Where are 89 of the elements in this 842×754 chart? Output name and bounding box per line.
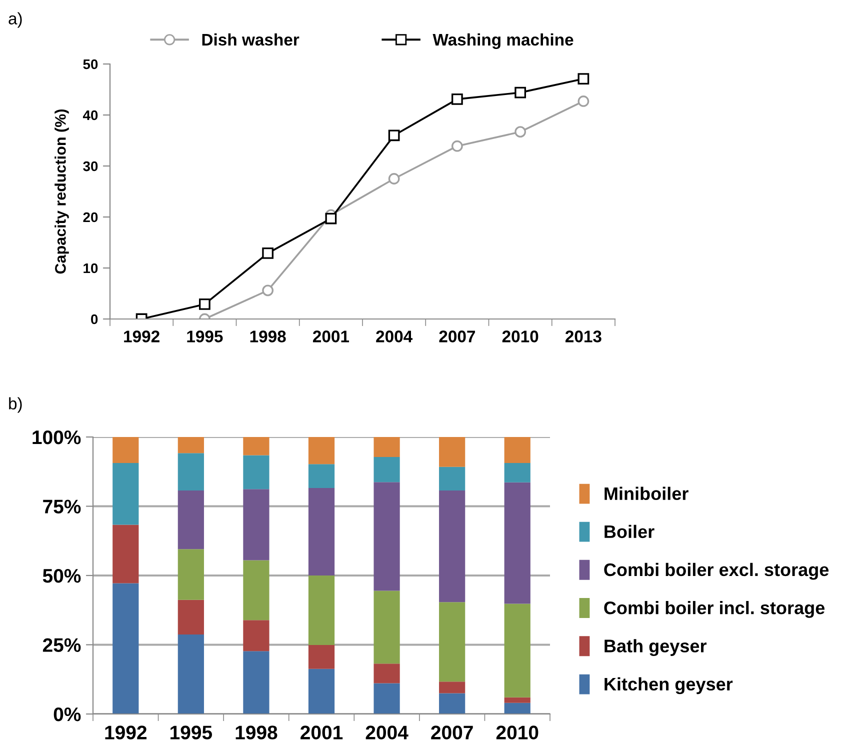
x-tick-label: 1992 bbox=[124, 330, 160, 342]
bar bbox=[374, 590, 400, 664]
legend-label: Miniboiler bbox=[604, 486, 688, 500]
y-tick-label: 50% bbox=[42, 568, 81, 583]
bar bbox=[374, 456, 400, 482]
legend-label: Kitchen geyser bbox=[604, 677, 733, 694]
point bbox=[514, 126, 526, 138]
bar bbox=[308, 576, 335, 646]
point bbox=[388, 173, 400, 184]
x-tick-label: 2001 bbox=[312, 330, 350, 342]
bar bbox=[439, 437, 466, 467]
bar bbox=[112, 583, 139, 714]
y-tick-label: 10 bbox=[84, 263, 98, 274]
bar bbox=[439, 490, 466, 602]
bar bbox=[178, 600, 204, 634]
point bbox=[514, 86, 526, 98]
bar bbox=[374, 664, 400, 684]
x-tick-label: 1995 bbox=[170, 726, 212, 740]
bar bbox=[308, 437, 335, 464]
legend-label: Dish washer bbox=[202, 33, 300, 46]
y-tick-label: 20 bbox=[83, 212, 98, 222]
bar bbox=[308, 668, 335, 714]
bar bbox=[178, 490, 204, 550]
y-tick-label: 100% bbox=[32, 430, 81, 444]
bar bbox=[504, 697, 530, 703]
bar bbox=[374, 683, 400, 714]
x-tick-label: 2004 bbox=[376, 330, 413, 342]
y-tick-label: 50 bbox=[83, 59, 98, 70]
chart-title: b) bbox=[9, 397, 22, 413]
y-tick-label: 30 bbox=[83, 161, 98, 172]
bar bbox=[308, 488, 335, 576]
bar bbox=[112, 463, 139, 525]
bar bbox=[439, 466, 466, 490]
point bbox=[198, 298, 210, 310]
bar bbox=[112, 437, 139, 464]
legend-label: Bath geyser bbox=[604, 639, 707, 656]
point bbox=[262, 284, 274, 296]
x-tick-label: 2010 bbox=[496, 726, 538, 740]
chart-title: a) bbox=[8, 12, 22, 28]
point bbox=[578, 96, 590, 107]
bar bbox=[243, 560, 270, 620]
bar bbox=[374, 482, 400, 591]
point bbox=[578, 73, 590, 84]
point bbox=[325, 212, 337, 224]
legend-label: Washing machine bbox=[432, 33, 574, 49]
bar bbox=[504, 604, 530, 698]
bar bbox=[439, 682, 466, 694]
y-tick-label: 0% bbox=[54, 707, 81, 722]
bar bbox=[243, 489, 270, 560]
y-axis-title: Capacity reduction (%) bbox=[54, 109, 69, 274]
point bbox=[262, 248, 274, 259]
legend-label: Boiler bbox=[604, 524, 654, 538]
y-tick-label: 0 bbox=[91, 314, 98, 324]
y-tick-label: 40 bbox=[82, 110, 98, 120]
bar bbox=[504, 482, 530, 604]
legend-label: Combi boiler excl. storage bbox=[604, 562, 829, 580]
bar bbox=[178, 453, 204, 490]
point bbox=[451, 93, 463, 105]
bar bbox=[439, 602, 466, 682]
y-tick-label: 75% bbox=[43, 500, 81, 514]
bar bbox=[504, 702, 530, 714]
x-tick-label: 1992 bbox=[105, 726, 146, 740]
bar bbox=[243, 620, 270, 652]
x-tick-label: 2013 bbox=[565, 330, 602, 342]
x-tick-label: 1998 bbox=[236, 726, 278, 740]
x-tick-label: 1998 bbox=[250, 330, 286, 342]
x-tick-label: 2004 bbox=[366, 726, 408, 740]
bar bbox=[112, 524, 139, 584]
bar bbox=[308, 464, 335, 488]
point bbox=[388, 130, 400, 142]
bar bbox=[178, 634, 204, 714]
bar bbox=[178, 549, 204, 600]
bar bbox=[504, 437, 530, 464]
legend-label: Combi boiler incl. storage bbox=[604, 601, 825, 618]
x-tick-label: 2007 bbox=[439, 330, 475, 342]
bar bbox=[374, 437, 400, 457]
y-tick-label: 25% bbox=[42, 638, 81, 652]
bar bbox=[243, 651, 270, 714]
bar bbox=[178, 437, 204, 454]
x-tick-label: 2001 bbox=[300, 726, 343, 740]
bar bbox=[243, 437, 270, 456]
point bbox=[451, 140, 463, 152]
bar bbox=[504, 463, 530, 482]
x-tick-label: 2007 bbox=[431, 726, 473, 740]
bar bbox=[243, 455, 270, 490]
x-tick-label: 1995 bbox=[187, 330, 223, 342]
x-tick-label: 2010 bbox=[502, 330, 538, 342]
bar bbox=[308, 645, 335, 669]
bar bbox=[439, 693, 466, 714]
